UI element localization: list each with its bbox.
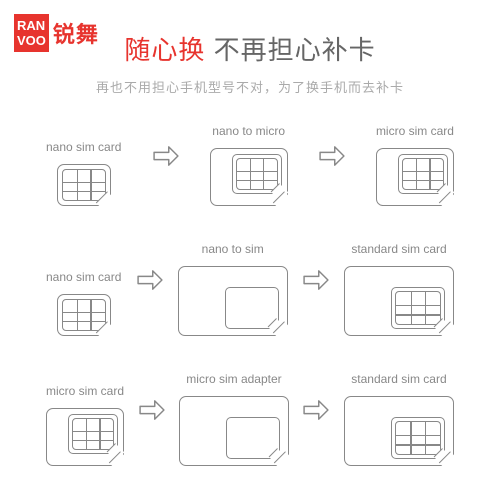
card-label: standard sim card [351,242,446,256]
conversion-row: nano sim card nano to micro micro sim card [46,124,454,206]
standard-adapter [179,396,289,466]
card-label: standard sim card [351,372,446,386]
conversion-rows: nano sim card nano to micro micro sim card… [0,124,500,466]
brand-cn: 锐舞 [53,17,99,49]
brand-line2: VOO [17,33,46,48]
conversion-cell: nano to sim [178,242,288,336]
arrow-icon [302,399,330,440]
conversion-cell: nano sim card [46,140,121,206]
conversion-row: micro sim card micro sim adapter standard … [46,372,454,466]
arrow-icon [302,269,330,310]
micro-card [46,408,124,466]
headline-rest: 不再担心补卡 [205,35,375,65]
conversion-row: nano sim card nano to sim standard sim car… [46,242,454,336]
micro-card [376,148,454,206]
conversion-cell: micro sim adapter [179,372,289,466]
arrow-icon [138,399,166,440]
arrow-icon [136,269,164,310]
conversion-cell: micro sim card [376,124,454,206]
standard-card [344,396,454,466]
headline-accent: 随心换 [124,35,205,65]
standard-adapter [178,266,288,336]
conversion-cell: standard sim card [344,372,454,466]
brand-mark: RAN VOO [14,14,49,52]
brand-line1: RAN [17,18,46,33]
card-label: nano to sim [202,242,264,256]
arrow-icon [152,145,180,186]
card-label: micro sim card [46,384,124,398]
subtitle: 再也不用担心手机型号不对，为了换手机而去补卡 [0,77,500,96]
card-label: micro sim adapter [186,372,281,386]
brand-logo: RAN VOO 锐舞 [14,14,99,52]
nano-card [57,294,111,336]
micro-card [210,148,288,206]
conversion-cell: nano to micro [210,124,288,206]
conversion-cell: standard sim card [344,242,454,336]
card-label: nano sim card [46,270,121,284]
card-label: nano sim card [46,140,121,154]
arrow-icon [318,145,346,186]
conversion-cell: micro sim card [46,384,124,466]
card-label: micro sim card [376,124,454,138]
nano-card [57,164,111,206]
card-label: nano to micro [212,124,285,138]
conversion-cell: nano sim card [46,270,121,336]
standard-card [344,266,454,336]
